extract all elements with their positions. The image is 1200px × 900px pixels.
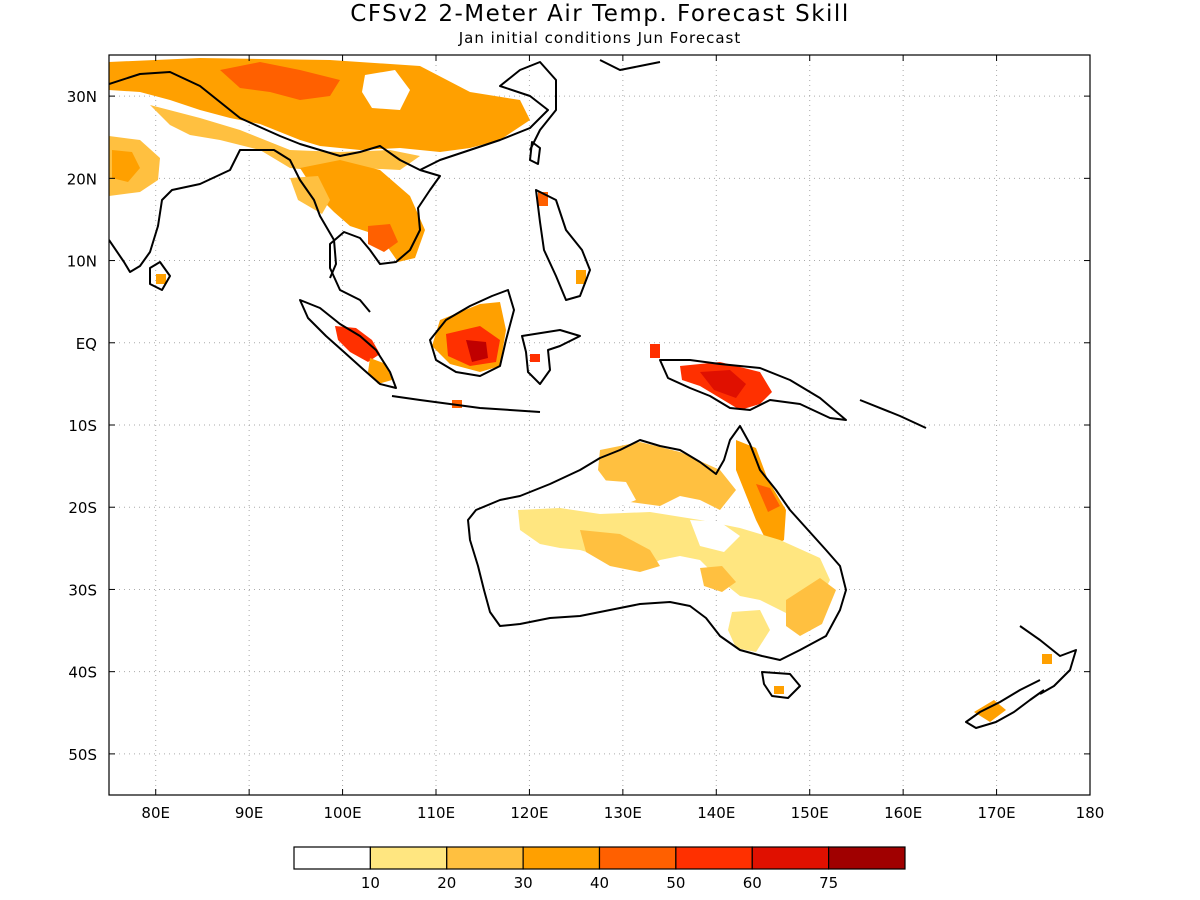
lon-tick-label: 120E [510,804,548,822]
colorbar-label: 30 [514,874,533,892]
gridlines [109,55,1090,795]
shade-sumatra-50 [335,326,380,362]
colorbar-swatch [446,846,524,870]
colorbar-swatch [293,846,371,870]
shade-nz-south [974,700,1006,722]
shade-east-asia-white [362,70,410,110]
coastlines [109,59,1077,729]
coast-taiwan [529,141,541,165]
lon-tick-label: 150E [791,804,829,822]
map-subtitle: Jan initial conditions Jun Forecast [458,29,742,47]
colorbar-swatch [751,846,830,870]
coast-solomons [859,399,927,429]
lon-tick-label: 130E [604,804,642,822]
shade-nz-north [1042,654,1052,664]
colorbar-label: 75 [819,874,838,892]
colorbar: 10 20 30 40 50 60 75 [293,846,906,892]
coast-japan [599,59,661,71]
lon-axis: 80E 90E 100E 110E 120E 130E 140E 150E 160E 170E 18… [141,55,1104,822]
coast-nz-south [965,679,1045,729]
lat-tick-label: 20S [68,499,97,517]
colorbar-swatch [675,846,753,870]
colorbar-swatch [369,846,448,870]
coast-tasmania [761,671,801,699]
lat-tick-label: 10N [67,253,97,271]
shade-borneo-75 [466,340,488,362]
shade-aus-vic [728,610,770,652]
coast-australia [467,425,847,661]
lat-tick-label: EQ [76,335,97,353]
colorbar-swatch [598,846,677,870]
lat-tick-label: 30S [68,581,97,599]
colorbar-label: 50 [666,874,685,892]
lon-tick-label: 160E [884,804,922,822]
shade-maluku [650,344,660,358]
shade-east-asia-40 [220,62,340,100]
lon-tick-label: 140E [697,804,735,822]
lon-tick-label: 180 [1076,804,1105,822]
coast-india [109,149,337,279]
shade-cambodia-50 [368,224,398,252]
shade-aus-white-1 [600,480,636,508]
shade-sulawesi [530,354,540,362]
lon-tick-label: 100E [324,804,362,822]
lat-tick-label: 10S [68,417,97,435]
lat-tick-label: 50S [68,746,97,764]
lat-tick-label: 20N [67,170,97,188]
colorbar-label: 20 [437,874,456,892]
shade-srilanka [156,274,166,284]
shade-aus-west-20 [580,530,660,572]
coast-borneo [429,289,515,377]
coast-sumatra [299,299,397,389]
colorbar-swatch [522,846,601,870]
map-title: CFSv2 2-Meter Air Temp. Forecast Skill [350,1,850,27]
lat-axis: 30N 20N 10N EQ 10S 20S 30S 40S 50S [67,88,1090,764]
shade-aus-north-20 [598,442,736,510]
shade-newguinea-60 [700,370,746,398]
colorbar-label: 40 [590,874,609,892]
coast-nz-north [1019,625,1077,695]
shade-tasmania [774,686,784,694]
shade-aus-white-2 [690,520,740,552]
lat-tick-label: 40S [68,664,97,682]
shade-aus-southeast-20 [700,566,736,592]
colorbar-label: 10 [361,874,380,892]
shade-east-asia-20 [150,105,420,172]
skill-shading [109,58,1052,722]
coast-philippines [535,189,591,301]
lat-tick-label: 30N [67,88,97,106]
lon-tick-label: 90E [235,804,264,822]
shade-philippines-2 [576,270,586,284]
coast-china-east [419,61,557,171]
coast-asia-mainland [109,71,441,313]
lon-tick-label: 110E [417,804,455,822]
coast-newguinea [659,359,847,421]
shade-aus-qld-50 [756,484,780,512]
shade-india-spot [112,150,140,182]
lon-tick-label: 170E [978,804,1016,822]
lon-tick-label: 80E [141,804,170,822]
coast-sulawesi [521,329,581,385]
colorbar-label: 60 [743,874,762,892]
coast-java [391,395,541,413]
colorbar-swatch [828,846,906,870]
shade-aus-east-20 [786,578,836,636]
shade-east-asia-30 [109,58,530,152]
coast-srilanka [149,261,171,291]
